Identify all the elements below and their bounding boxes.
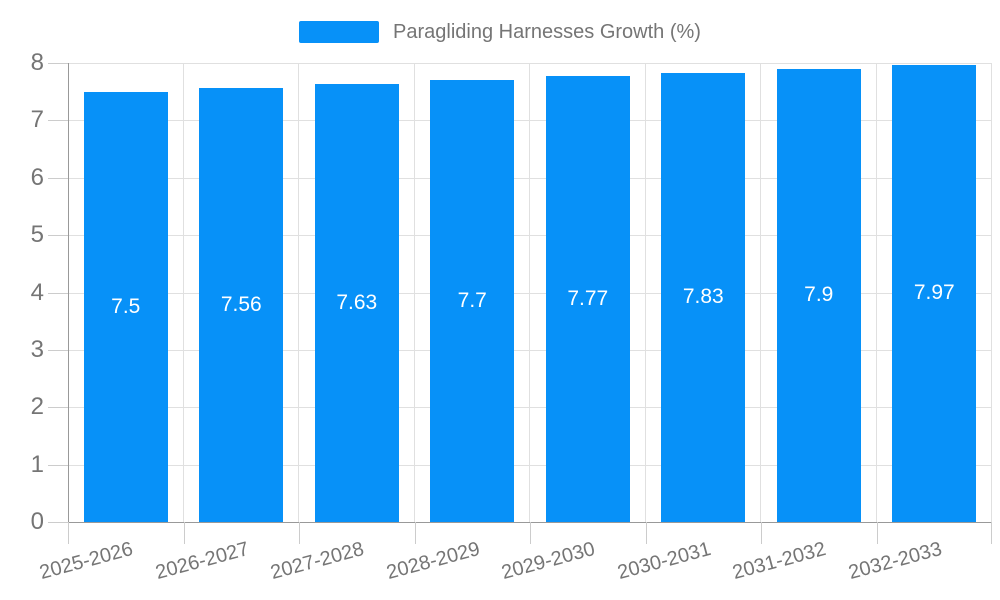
h-gridline — [68, 349, 992, 351]
y-axis-tick-label: 0 — [30, 508, 44, 535]
v-gridline — [644, 63, 646, 522]
h-gridline — [68, 464, 992, 466]
x-axis-tick — [645, 522, 647, 544]
y-axis-tick — [48, 63, 68, 64]
bar-value-label: 7.5 — [111, 294, 141, 318]
y-axis-tick — [48, 292, 68, 294]
y-axis-tick — [48, 177, 68, 179]
h-gridline — [68, 120, 992, 122]
v-gridline — [413, 63, 415, 522]
y-axis-tick — [48, 235, 68, 237]
bar[interactable]: 7.83 — [661, 72, 746, 522]
y-axis-tick — [48, 464, 68, 466]
x-axis-tick — [299, 522, 300, 544]
y-axis-tick — [48, 349, 68, 351]
y-axis-line — [68, 63, 69, 523]
y-axis-tick-label: 3 — [30, 335, 44, 363]
bar-value-label: 7.77 — [567, 287, 609, 311]
x-axis-label-text: 2026-2027 — [152, 538, 251, 585]
y-axis-tick-label: 1 — [30, 450, 44, 478]
bar[interactable]: 7.56 — [199, 88, 284, 522]
y-axis-tick-label: 4 — [30, 278, 44, 306]
y-axis-tick — [48, 120, 68, 122]
x-axis-label-text: 2025-2026 — [37, 538, 136, 585]
chart-legend[interactable]: Paragliding Harnesses Growth (%) — [0, 20, 1000, 44]
legend-swatch[interactable] — [299, 21, 380, 43]
x-axis-label-text: 2028-2029 — [383, 538, 482, 585]
bar-value-label: 7.83 — [682, 285, 724, 309]
y-axis-tick — [48, 522, 68, 523]
h-gridline — [68, 407, 992, 409]
y-axis-tick-label: 5 — [30, 221, 44, 249]
x-axis-label-text: 2031-2032 — [730, 538, 829, 585]
bar-value-label: 7.56 — [220, 293, 262, 317]
x-axis-label-text: 2027-2028 — [268, 538, 367, 585]
bar[interactable]: 7.7 — [430, 80, 515, 522]
x-axis-tick — [414, 522, 416, 544]
x-axis-tick — [991, 522, 992, 544]
x-axis-tick — [761, 522, 762, 544]
x-axis-tick — [530, 522, 531, 544]
y-axis-tick-label: 8 — [30, 49, 44, 76]
x-axis-label-text: 2032-2033 — [845, 538, 944, 585]
y-axis-tick-label: 6 — [30, 163, 44, 191]
legend-label: Paragliding Harnesses Growth (%) — [393, 20, 701, 43]
x-axis-tick — [68, 522, 69, 544]
bar[interactable]: 7.5 — [83, 91, 168, 522]
y-axis-tick — [48, 407, 68, 409]
x-axis-label-text: 2030-2031 — [614, 538, 713, 585]
v-gridline — [182, 63, 184, 522]
bar-value-label: 7.9 — [804, 283, 834, 307]
h-gridline — [68, 177, 992, 179]
x-axis-tick — [183, 522, 185, 544]
x-axis-line — [48, 522, 992, 523]
bar-value-label: 7.63 — [336, 291, 378, 315]
v-gridline — [760, 63, 761, 522]
bar-value-label: 7.7 — [457, 289, 487, 313]
bar[interactable]: 7.63 — [314, 84, 399, 522]
bar[interactable]: 7.77 — [545, 76, 630, 522]
v-gridline — [875, 63, 877, 522]
v-gridline — [298, 63, 299, 522]
bar[interactable]: 7.9 — [776, 68, 861, 522]
x-axis-label-text: 2029-2030 — [499, 538, 598, 585]
y-axis-tick-label: 7 — [30, 106, 44, 134]
h-gridline — [68, 292, 992, 294]
v-gridline — [991, 63, 992, 522]
h-gridline — [68, 63, 992, 64]
bar-value-label: 7.97 — [913, 281, 955, 305]
bar[interactable]: 7.97 — [892, 64, 977, 522]
v-gridline — [529, 63, 530, 522]
plot-area: 7.5 7.56 7.63 7.7 7.77 7.83 7.9 7.97 — [68, 63, 992, 522]
h-gridline — [68, 235, 992, 237]
y-axis-tick-label: 2 — [30, 393, 44, 421]
x-axis-tick — [876, 522, 878, 544]
